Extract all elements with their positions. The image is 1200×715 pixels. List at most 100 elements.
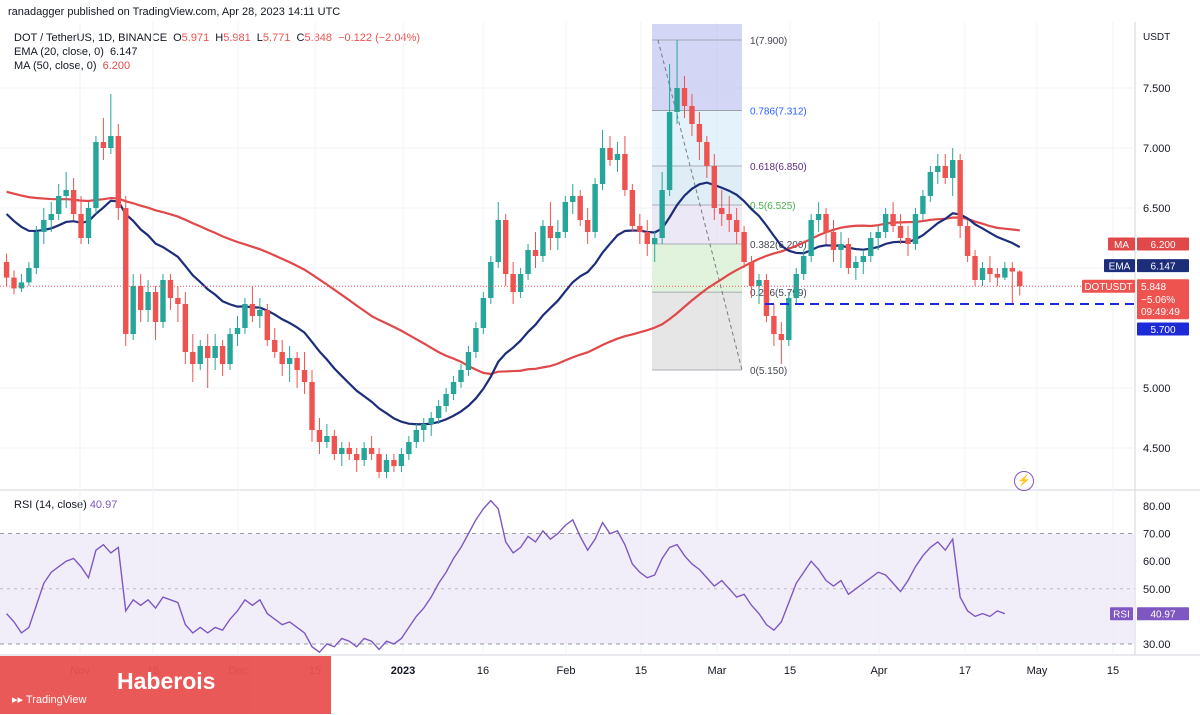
bar-countdown: 09:49:49: [1141, 307, 1180, 318]
candle-body: [830, 232, 837, 250]
candle-body: [182, 304, 189, 352]
candle-body: [726, 214, 732, 220]
candle-body: [145, 292, 151, 310]
candle-body: [741, 232, 747, 262]
candle-body: [495, 220, 501, 262]
candle-body: [458, 370, 464, 382]
candle-body: [853, 262, 859, 268]
candle-body: [26, 268, 32, 283]
candle-body: [443, 394, 449, 406]
candle-body: [957, 160, 963, 226]
candle-body: [756, 280, 762, 286]
candle-body: [868, 238, 874, 256]
candle-body: [666, 112, 673, 190]
ohlc-change: −0.122 (−2.04%): [338, 32, 421, 44]
tradingview-label: TradingView: [25, 694, 87, 706]
ohlc-low-label: L: [256, 32, 263, 44]
candle-body: [838, 244, 844, 250]
candle-body: [450, 382, 457, 394]
ema-value-box: [1137, 259, 1189, 273]
dotusdt-tag-text: DOTUSDT: [1084, 282, 1132, 293]
rsi-tick-label: 60.00: [1143, 556, 1171, 568]
support-value-text: 5.700: [1150, 325, 1175, 336]
time-tick-label: 2023: [391, 665, 415, 677]
ma-50-line: [6, 190, 1020, 376]
candle-body: [778, 334, 785, 340]
tradingview-logo[interactable]: ▸▸ TradingView: [12, 694, 87, 706]
ma-value-text: 6.200: [1150, 240, 1175, 251]
lightning-icon[interactable]: ⚡: [1014, 471, 1034, 491]
rsi-value-box: [1137, 607, 1189, 621]
support-value-box: [1137, 322, 1189, 336]
candle-body: [890, 214, 896, 226]
ema-value-text: 6.147: [1150, 262, 1175, 273]
candle-body: [562, 202, 568, 232]
fib-level-label: 0.618(6.850): [750, 162, 807, 173]
candle-body: [875, 232, 881, 238]
ohlc-high-label: H: [215, 32, 224, 44]
fib-band: [652, 40, 742, 111]
rsi-tag-box: [1110, 607, 1133, 621]
candle-body: [100, 142, 107, 148]
fib-level-label: 0(5.150): [750, 366, 787, 377]
candle-body: [48, 214, 54, 220]
fib-level-label: 0.786(7.312): [750, 107, 807, 118]
candle-body: [652, 238, 658, 244]
candle-body: [972, 256, 978, 280]
last-price-box: [1137, 279, 1189, 320]
ma-legend-value: 6.200: [102, 60, 131, 72]
ohlc-open: 5.971: [181, 32, 210, 44]
fib-level-label: 0.5(6.525): [750, 201, 796, 212]
candle-body: [413, 430, 419, 442]
candle-body: [33, 232, 40, 268]
candle-body: [733, 220, 740, 232]
candle-body: [793, 274, 799, 298]
rsi-tick-label: 50.00: [1143, 584, 1171, 596]
symbol-name[interactable]: DOT / TetherUS, 1D, BINANCE: [14, 32, 168, 44]
candle-body: [272, 340, 278, 352]
price-tick-label: 6.500: [1143, 203, 1171, 215]
candle-body: [346, 448, 352, 454]
candle-body: [950, 160, 956, 178]
candle-body: [622, 154, 628, 190]
candle-body: [979, 268, 986, 280]
ema-legend[interactable]: EMA (20, close, 0) 6.147: [14, 46, 137, 58]
ohlc-close: 5.848: [304, 32, 332, 44]
candle-body: [584, 220, 591, 232]
candle-body: [286, 358, 293, 364]
candle-body: [510, 274, 516, 292]
candle-body: [882, 214, 889, 232]
ma-legend[interactable]: MA (50, close, 0) 6.200: [14, 60, 130, 72]
candle-body: [11, 277, 17, 289]
price-axis-unit: USDT: [1143, 32, 1170, 43]
candle-body: [1009, 268, 1015, 272]
candle-body: [130, 286, 136, 334]
brand-name: Haberois: [117, 668, 216, 694]
candle-body: [3, 262, 10, 278]
candle-body: [920, 196, 926, 214]
candle-body: [719, 208, 725, 214]
candle-body: [391, 460, 397, 466]
fib-trend-line: [657, 39, 743, 371]
candle-body: [428, 418, 434, 424]
candle-body: [592, 184, 598, 232]
time-tick-label: 15: [784, 665, 796, 677]
rsi-legend[interactable]: RSI (14, close) 40.97: [14, 499, 117, 511]
rsi-tag-text: RSI: [1113, 610, 1130, 621]
candle-body: [152, 292, 159, 322]
candle-body: [570, 196, 576, 202]
candle-body: [689, 106, 695, 124]
candle-body: [137, 286, 144, 310]
candle-body: [212, 346, 218, 358]
candle-body: [368, 448, 375, 454]
ema-tag-box: [1104, 259, 1135, 273]
symbol-legend: DOT / TetherUS, 1D, BINANCE O5.971 H5.98…: [14, 32, 420, 44]
candle-body: [905, 238, 911, 244]
candle-body: [316, 430, 323, 442]
price-tick-label: 7.500: [1143, 83, 1171, 95]
candle-body: [205, 346, 211, 358]
candle-body: [123, 208, 129, 334]
candle-body: [771, 316, 777, 334]
time-tick-label: Feb: [557, 665, 576, 677]
